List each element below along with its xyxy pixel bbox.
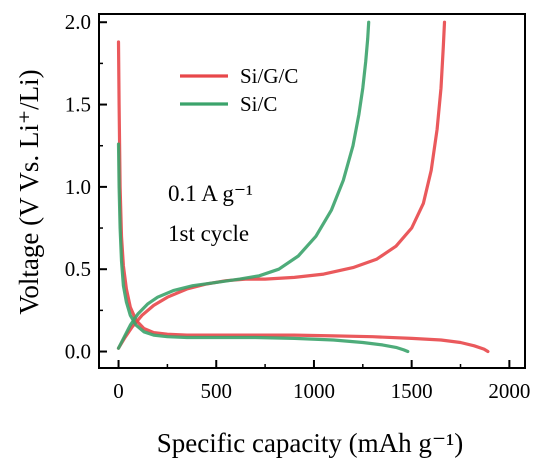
- x-tick-label: 2000: [488, 379, 530, 403]
- legend-label: Si/G/C: [240, 64, 298, 88]
- x-tick-label: 1000: [293, 379, 335, 403]
- series-si-g-c-charge-line: [116, 20, 447, 350]
- y-tick-label: 2.0: [65, 10, 91, 34]
- legend: Si/G/C Si/C: [180, 64, 298, 116]
- tick-labels: 0 500 1000 1500 2000 0.0 0.5 1.0 1.5 2.0: [65, 10, 531, 403]
- plot-frame: [98, 13, 526, 369]
- plot-lines: [116, 20, 490, 354]
- annotation-cycle: 1st cycle: [168, 221, 249, 246]
- y-axis-title: Voltage (V Vs. Li⁺/Li): [14, 69, 44, 314]
- x-tick-label: 1500: [391, 379, 433, 403]
- y-tick-label: 0.5: [65, 257, 91, 281]
- y-tick-label: 1.0: [65, 175, 91, 199]
- series-si-c-charge-line: [116, 20, 371, 350]
- x-tick-label: 0: [113, 379, 124, 403]
- series-si-c-discharge-line: [116, 142, 410, 354]
- x-tick-label: 500: [200, 379, 232, 403]
- axes: [98, 13, 526, 369]
- legend-label: Si/C: [240, 92, 277, 116]
- annotation-current-density: 0.1 A g⁻¹: [168, 181, 253, 206]
- y-tick-label: 1.5: [65, 93, 91, 117]
- y-tick-label: 0.0: [65, 340, 91, 364]
- x-axis-title: Specific capacity (mAh g⁻¹): [157, 428, 463, 458]
